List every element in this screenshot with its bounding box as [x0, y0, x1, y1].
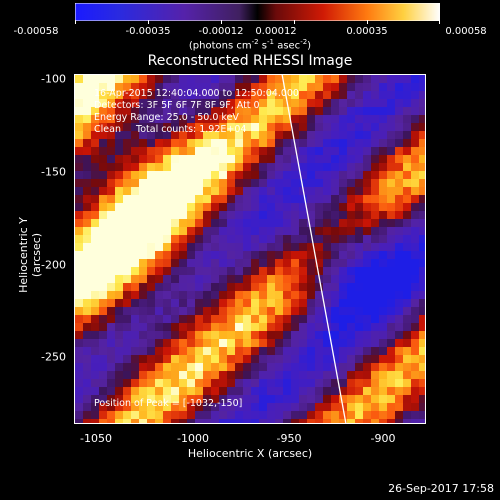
- time-range: 16-Apr-2015 12:40:04.000 to 12:50:04.000: [94, 88, 299, 99]
- y-tick: -100: [41, 72, 66, 86]
- colorbar-tick: 0.00012: [255, 26, 297, 37]
- x-tick: -900: [370, 432, 396, 445]
- colorbar-tick: -0.00058: [13, 26, 59, 37]
- image-title: Reconstructed RHESSI Image: [147, 53, 353, 69]
- rhessi-image-plot: [74, 74, 426, 424]
- energy-range: Energy Range: 25.0 - 50.0 keV: [94, 112, 239, 123]
- colorbar-units: (photons cm-2 s-1 asec-2): [188, 38, 312, 52]
- clean-counts: Clean Total counts: 1.92E+04: [94, 124, 247, 135]
- x-tick: -1050: [80, 432, 112, 445]
- y-tick: -250: [41, 350, 66, 364]
- x-axis-label: Heliocentric X (arcsec): [187, 447, 313, 460]
- y-axis-label: Heliocentric Y (arcsec): [17, 217, 43, 293]
- y-tick: -200: [41, 258, 66, 272]
- colorbar-tick: -0.00012: [198, 26, 244, 37]
- detectors: Detectors: 3F 5F 6F 7F 8F 9F, Att 0: [94, 100, 260, 111]
- render-timestamp: 26-Sep-2017 17:58: [388, 482, 494, 495]
- x-tick: -950: [276, 432, 302, 445]
- y-tick: -150: [41, 165, 66, 179]
- colorbar-tick: -0.00035: [125, 26, 171, 37]
- colorbar-tick: 0.00058: [445, 26, 487, 37]
- observation-info: 16-Apr-2015 12:40:04.000 to 12:50:04.000…: [94, 88, 299, 136]
- peak-position: Position of Peak = [-1032,-150]: [94, 398, 243, 409]
- colorbar-tick: 0.00035: [346, 26, 388, 37]
- rhessi-image: [75, 75, 425, 423]
- x-tick: -1000: [177, 432, 209, 445]
- colorbar: [75, 3, 440, 21]
- solar-limb-line: [281, 74, 347, 424]
